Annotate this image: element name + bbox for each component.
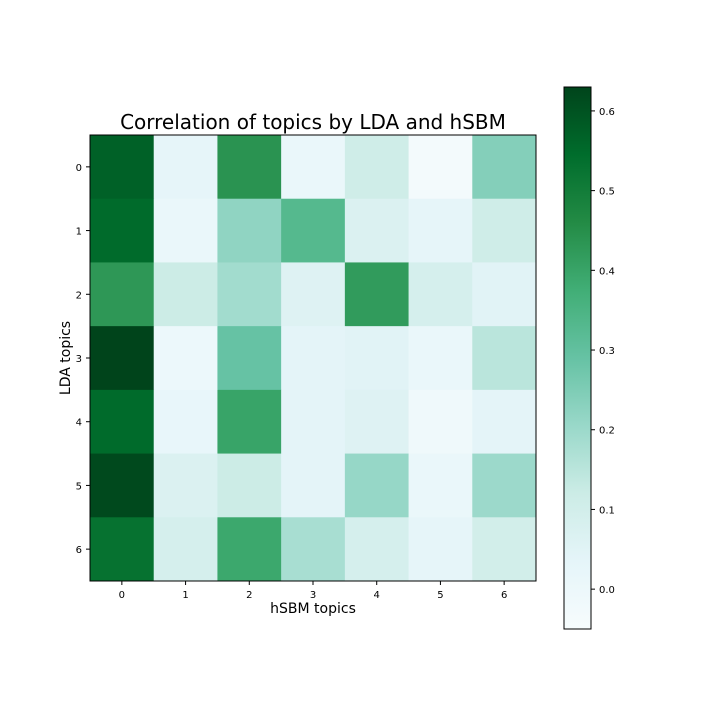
heatmap-cell bbox=[344, 326, 409, 391]
heatmap-cell bbox=[408, 517, 473, 582]
heatmap-cell bbox=[281, 326, 346, 391]
colorbar-tick-label: 0.6 bbox=[599, 107, 615, 118]
x-tick-label: 2 bbox=[246, 590, 252, 601]
heatmap-cell bbox=[408, 453, 473, 518]
x-tick-label: 1 bbox=[182, 590, 188, 601]
heatmap-cell bbox=[90, 326, 155, 391]
heatmap-cell bbox=[344, 262, 409, 327]
heatmap-cell bbox=[90, 389, 155, 454]
heatmap-cell bbox=[472, 389, 537, 454]
x-tick-label: 5 bbox=[437, 590, 443, 601]
heatmap-cell bbox=[344, 198, 409, 263]
heatmap-cell bbox=[408, 198, 473, 263]
heatmap-cell bbox=[472, 135, 537, 200]
y-axis-ticks: 0 1 2 3 4 5 6 bbox=[76, 163, 90, 556]
y-tick-label: 4 bbox=[76, 418, 82, 429]
x-tick-label: 3 bbox=[310, 590, 316, 601]
heatmap-cell bbox=[153, 389, 218, 454]
heatmap-cell bbox=[90, 517, 155, 582]
heatmap-cell bbox=[153, 453, 218, 518]
heatmap-cell bbox=[90, 262, 155, 327]
heatmap-cell bbox=[153, 326, 218, 391]
heatmap-cell bbox=[344, 135, 409, 200]
heatmap-cell bbox=[408, 389, 473, 454]
heatmap-cell bbox=[90, 453, 155, 518]
heatmap-cell bbox=[408, 326, 473, 391]
heatmap-cell bbox=[472, 262, 537, 327]
heatmap-cell bbox=[344, 453, 409, 518]
colorbar-tick-label: 0.1 bbox=[599, 505, 615, 516]
heatmap-cell bbox=[472, 326, 537, 391]
colorbar-tick-label: 0.2 bbox=[599, 426, 615, 437]
heatmap-cell bbox=[153, 517, 218, 582]
y-tick-label: 1 bbox=[76, 227, 82, 238]
y-axis-label: LDA topics bbox=[58, 321, 74, 395]
y-tick-label: 2 bbox=[76, 290, 82, 301]
heatmap-cell bbox=[408, 262, 473, 327]
colorbar-ticks: 0.0 0.1 0.2 0.3 0.4 0.5 0.6 bbox=[591, 107, 615, 596]
colorbar-tick-label: 0.0 bbox=[599, 585, 615, 596]
heatmap-cell bbox=[153, 198, 218, 263]
heatmap-cell bbox=[281, 198, 346, 263]
colorbar-tick-label: 0.4 bbox=[599, 266, 615, 277]
heatmap-cell bbox=[217, 453, 282, 518]
heatmap-cell bbox=[344, 389, 409, 454]
heatmap-cell bbox=[217, 517, 282, 582]
heatmap-cell bbox=[472, 517, 537, 582]
x-axis-label: hSBM topics bbox=[270, 601, 356, 617]
y-tick-label: 3 bbox=[76, 354, 82, 365]
x-tick-label: 4 bbox=[374, 590, 380, 601]
heatmap-cell bbox=[153, 262, 218, 327]
heatmap-cell bbox=[217, 135, 282, 200]
heatmap-cell bbox=[90, 135, 155, 200]
heatmap-cell bbox=[281, 262, 346, 327]
colorbar-tick-label: 0.3 bbox=[599, 346, 615, 357]
heatmap-cell bbox=[217, 389, 282, 454]
colorbar-tick-label: 0.5 bbox=[599, 187, 615, 198]
heatmap-cell bbox=[281, 135, 346, 200]
y-tick-label: 6 bbox=[76, 545, 82, 556]
colorbar bbox=[563, 86, 592, 630]
x-tick-label: 0 bbox=[119, 590, 125, 601]
chart-title: Correlation of topics by LDA and hSBM bbox=[120, 110, 506, 134]
y-tick-label: 0 bbox=[76, 163, 82, 174]
x-axis-ticks: 0 1 2 3 4 5 6 bbox=[119, 581, 507, 601]
heatmap-cell bbox=[217, 262, 282, 327]
heatmap-cell bbox=[217, 326, 282, 391]
heatmap-cell bbox=[472, 198, 537, 263]
heatmap-cell bbox=[472, 453, 537, 518]
heatmap-cell bbox=[90, 198, 155, 263]
heatmap-cell bbox=[281, 389, 346, 454]
y-tick-label: 5 bbox=[76, 481, 82, 492]
heatmap-cell bbox=[344, 517, 409, 582]
heatmap-cell bbox=[408, 135, 473, 200]
heatmap-cell bbox=[281, 517, 346, 582]
x-tick-label: 6 bbox=[501, 590, 507, 601]
heatmap-cell bbox=[217, 198, 282, 263]
heatmap-cell bbox=[281, 453, 346, 518]
heatmap-cells bbox=[90, 135, 537, 582]
heatmap-cell bbox=[153, 135, 218, 200]
